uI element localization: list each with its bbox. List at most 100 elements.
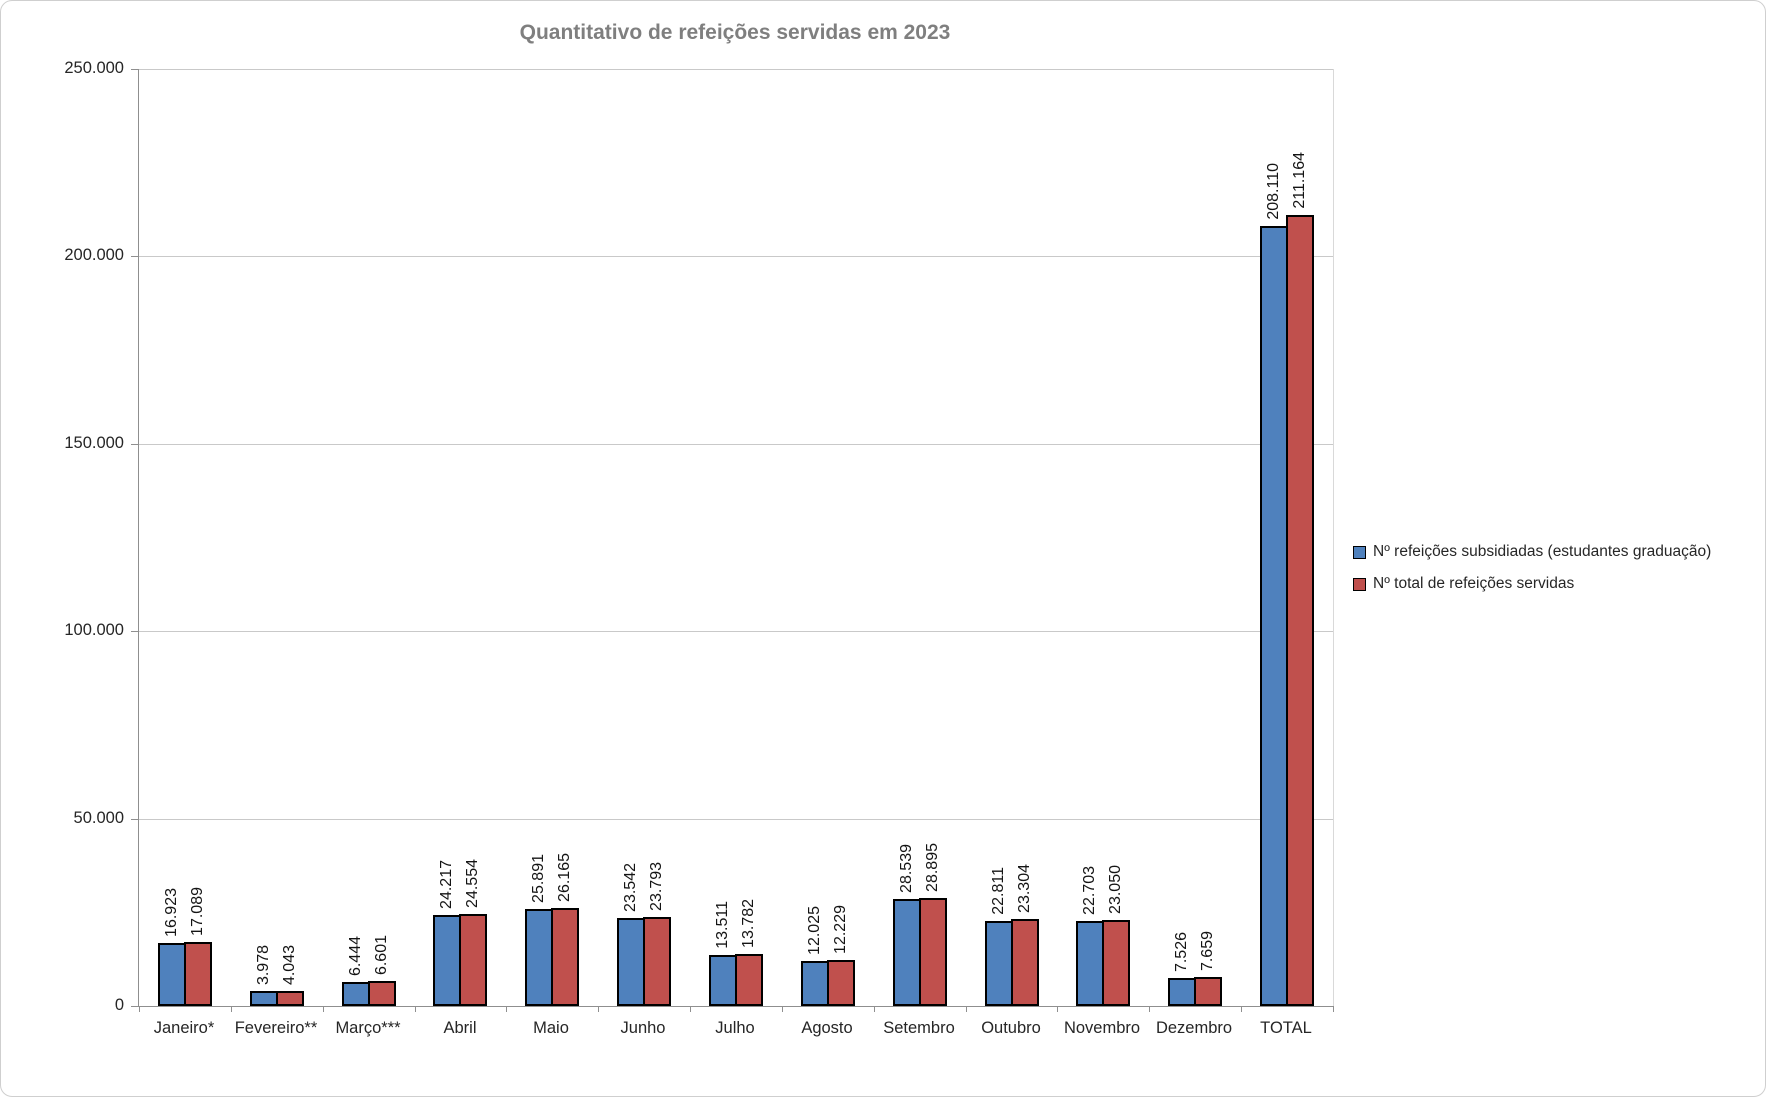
gridline: [139, 444, 1333, 445]
data-label: 4.043: [281, 944, 298, 985]
data-label: 24.554: [464, 859, 481, 908]
bar-total-setembro: [919, 898, 947, 1006]
y-axis-tick: [131, 256, 139, 257]
data-label: 208.110: [1265, 163, 1282, 220]
x-axis-tick: [1057, 1006, 1058, 1012]
data-label: 6.601: [373, 934, 390, 975]
bar-total-março: [368, 981, 396, 1006]
data-label: 7.659: [1199, 930, 1216, 971]
bar-total-junho: [643, 917, 671, 1006]
y-tick-label: 0: [114, 996, 124, 1014]
x-category-label: TOTAL: [1260, 1019, 1312, 1037]
bar-total-abril: [459, 914, 487, 1006]
bar-subsidiadas-janeiro: [158, 943, 186, 1006]
x-category-label: Fevereiro**: [234, 1019, 318, 1037]
data-label: 25.891: [530, 854, 547, 903]
data-label: 23.050: [1107, 865, 1124, 914]
y-tick-label: 250.000: [64, 59, 124, 77]
bar-total-maio: [551, 908, 579, 1006]
data-label: 26.165: [556, 853, 573, 902]
data-label: 3.978: [255, 944, 272, 985]
legend-swatch-red-icon: [1353, 577, 1366, 591]
y-axis-tick: [131, 819, 139, 820]
plot-area: 16.923 17.089 3.978 4.043 6.444 6.601 24.217 24…: [131, 69, 1334, 1012]
x-axis-tick: [690, 1006, 691, 1012]
bar-subsidiadas-junho: [617, 918, 645, 1006]
bar-total-total: [1286, 215, 1314, 1006]
data-label: 12.229: [832, 905, 849, 954]
legend-swatch-blue-icon: [1353, 545, 1366, 559]
legend: Nº refeições subsidiadas (estudantes gra…: [1353, 543, 1711, 607]
x-axis-tick: [874, 1006, 875, 1012]
x-category-label: Março***: [335, 1019, 401, 1037]
x-axis-tick: [506, 1006, 507, 1012]
x-category-label: Janeiro*: [153, 1019, 215, 1037]
legend-item-subsidiadas: Nº refeições subsidiadas (estudantes gra…: [1353, 543, 1711, 561]
chart-title: Quantitativo de refeições servidas em 20…: [519, 21, 951, 44]
x-category-label: Agosto: [801, 1019, 853, 1037]
x-axis-tick: [1149, 1006, 1150, 1012]
data-label: 23.542: [622, 863, 639, 912]
x-axis-tick: [415, 1006, 416, 1012]
bar-subsidiadas-outubro: [985, 921, 1013, 1006]
bar-subsidiadas-maio: [525, 909, 553, 1006]
bar-subsidiadas-abril: [433, 915, 461, 1006]
data-label: 6.444: [347, 935, 364, 976]
x-category-label: Julho: [715, 1019, 755, 1037]
bar-subsidiadas-março: [342, 982, 370, 1006]
data-label: 211.164: [1291, 152, 1308, 209]
bar-total-dezembro: [1194, 977, 1222, 1006]
data-label: 23.304: [1016, 864, 1033, 913]
bar-subsidiadas-dezembro: [1168, 978, 1196, 1006]
x-category-label: Abril: [443, 1019, 477, 1037]
data-label: 22.811: [990, 867, 1007, 915]
x-axis-tick: [598, 1006, 599, 1012]
data-label: 13.782: [740, 899, 757, 948]
x-category-label: Outubro: [981, 1019, 1041, 1037]
x-axis-tick: [323, 1006, 324, 1012]
bar-subsidiadas-setembro: [893, 899, 921, 1006]
legend-label-total: Nº total de refeições servidas: [1373, 575, 1575, 592]
bar-subsidiadas-total: [1260, 226, 1288, 1006]
x-category-label: Maio: [533, 1019, 569, 1037]
data-label: 17.089: [189, 887, 206, 936]
x-axis-tick: [1333, 1006, 1334, 1012]
data-label: 28.539: [898, 844, 915, 893]
x-axis-tick: [1241, 1006, 1242, 1012]
data-label: 16.923: [163, 888, 180, 937]
y-axis-tick: [131, 1006, 139, 1007]
gridline: [139, 69, 1333, 70]
data-label: 13.511: [714, 901, 731, 949]
data-label: 12.025: [806, 906, 823, 955]
data-label: 7.526: [1173, 931, 1190, 972]
bar-total-agosto: [827, 960, 855, 1006]
bar-total-julho: [735, 954, 763, 1006]
bar-total-novembro: [1102, 920, 1130, 1006]
data-label: 22.703: [1081, 866, 1098, 915]
data-label: 24.217: [438, 860, 455, 909]
y-tick-label: 150.000: [64, 434, 124, 452]
y-tick-label: 100.000: [64, 621, 124, 639]
x-axis-tick: [139, 1006, 140, 1012]
y-axis-tick: [131, 69, 139, 70]
x-axis-tick: [782, 1006, 783, 1012]
x-category-label: Dezembro: [1155, 1019, 1233, 1037]
y-axis-tick: [131, 631, 139, 632]
bar-total-janeiro: [184, 942, 212, 1006]
bar-subsidiadas-fevereiro: [250, 991, 278, 1006]
x-axis-tick: [231, 1006, 232, 1012]
legend-label-subsidiadas: Nº refeições subsidiadas (estudantes gra…: [1373, 543, 1712, 560]
bar-subsidiadas-novembro: [1076, 921, 1104, 1006]
data-label: 28.895: [924, 843, 941, 892]
legend-item-total: Nº total de refeições servidas: [1353, 575, 1711, 593]
bar-total-fevereiro: [276, 991, 304, 1006]
x-category-label: Novembro: [1063, 1019, 1141, 1037]
gridline: [139, 819, 1333, 820]
gridline: [139, 256, 1333, 257]
x-category-label: Junho: [620, 1019, 666, 1037]
x-axis-tick: [966, 1006, 967, 1012]
x-category-label: Setembro: [883, 1019, 955, 1037]
data-label: 23.793: [648, 862, 665, 911]
y-tick-label: 200.000: [64, 246, 124, 264]
